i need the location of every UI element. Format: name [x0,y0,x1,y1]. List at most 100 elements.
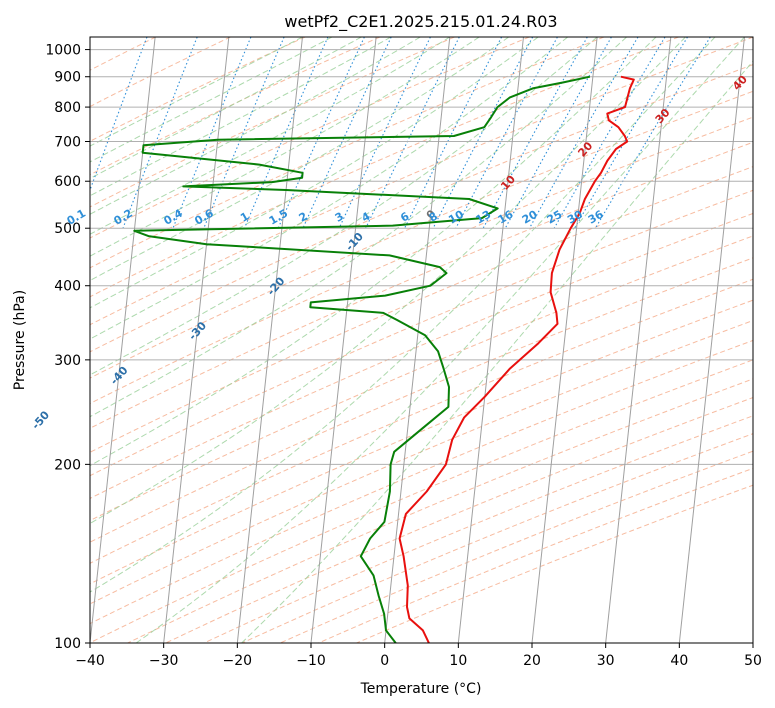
x-tick-label: 0 [380,653,389,669]
mixing-ratio-line [574,37,688,229]
mixing-ratio-line [90,37,148,192]
x-tick-label: 40 [670,653,688,669]
dry-adiabat-line [90,37,679,298]
dry-adiabat-line [90,90,753,379]
x-tick-label: 50 [744,653,762,669]
dry-adiabats [90,37,753,643]
isotherm-line [531,37,598,643]
dry-adiabat-line [90,64,753,353]
isotherm-line [457,37,524,643]
mixing-ratio-label: 0.2 [112,207,135,228]
dry-adiabat-line [90,299,753,585]
dry-adiabat-line [90,278,753,564]
dry-adiabat-line [165,397,753,643]
mixing-ratio-label: 13 [474,208,494,227]
dry-adiabat-line [90,37,306,142]
mixing-ratio-label: 25 [545,208,565,227]
x-tick-label: −20 [223,653,253,669]
mixing-ratio-label: 0.6 [192,207,216,228]
moist-adiabat-line [90,37,451,235]
moist-adiabat-line [241,60,753,643]
isotherm-label: 10 [498,172,518,192]
x-tick-label: 10 [449,653,467,669]
isotherm-label: -20 [265,274,288,298]
y-tick-label: 100 [54,636,81,652]
moist-adiabat-line [90,37,569,340]
dry-adiabat-line [356,484,753,643]
mixing-ratio-line [482,37,588,229]
isotherm-label: 40 [730,73,750,93]
y-axis-title: Pressure (hPa) [12,290,28,390]
dry-adiabat-line [90,37,753,326]
y-tick-label: 700 [54,134,81,150]
mixing-ratio-label: 2 [297,210,310,225]
mixing-ratio-line [595,37,711,229]
y-tick-label: 1000 [45,43,81,59]
x-tick-label: 30 [597,653,615,669]
isotherm-line [752,638,753,643]
y-tick-label: 200 [54,457,81,473]
temperature-profile-line [398,75,635,643]
mixing-ratio-label: 30 [565,208,585,227]
mixing-ratio-label: 16 [496,208,516,227]
dry-adiabat-line [90,141,753,429]
axis-ticks: −40 −30 −20 −10 0 10 20 30 40 5010009008007006005… [45,43,762,669]
dewpoint-profile-line [133,75,591,643]
moist-adiabat-line [90,37,716,593]
mixing-ratio-line [172,37,252,229]
x-tick-label: 20 [523,653,541,669]
moist-adiabat-line [135,37,745,643]
y-tick-label: 800 [54,100,81,116]
isotherm-line [384,37,451,643]
moist-adiabat-line [90,37,333,163]
y-tick-label: 300 [54,353,81,369]
x-axis-title: Temperature (°C) [360,681,482,697]
plot-frame [89,36,754,644]
mixing-ratio-label: 10 [446,208,466,227]
dry-adiabat-line [318,467,753,643]
moist-adiabat-line [90,37,509,282]
isotherm-line [163,37,230,643]
mixing-ratio-line [504,37,612,229]
y-tick-label: 600 [54,174,81,190]
mixing-ratio-lines [90,37,711,229]
y-tick-label: 500 [54,221,81,237]
y-tick-label: 400 [54,279,81,295]
isotherm-line [236,37,303,643]
mixing-ratio-line [432,37,534,229]
mixing-ratio-label: 6 [398,209,411,224]
dry-adiabat-line [90,116,753,405]
dry-adiabat-line [280,450,753,643]
dry-adiabat-line [90,359,753,643]
mixing-ratio-line [302,37,392,229]
mixing-ratio-label: 20 [520,208,540,227]
isotherm-label: -10 [343,230,366,254]
moist-adiabat-line [90,37,303,147]
isoline-labels: -100-90-80-70-60-50-40-30-20-10010203040… [29,73,750,432]
profile-lines [133,75,635,643]
mixing-ratio-line [404,37,503,229]
isotherm-label: -30 [186,319,209,343]
dry-adiabat-line [90,319,753,605]
isotherm-label: -50 [29,408,52,432]
mixing-ratio-line [122,37,198,229]
moist-adiabat-line [90,37,362,180]
moist-adiabat-line [90,37,657,467]
dry-adiabat-line [90,189,753,477]
chart-title: wetPf2_C2E1.2025.215.01.24.R03 [284,12,557,32]
moist-adiabat-line [90,37,539,309]
x-tick-label: −40 [75,653,105,669]
isotherm-line [0,37,8,643]
mixing-ratio-line [365,37,460,229]
isotherm-line [678,37,745,643]
isotherm-line [605,37,672,643]
isotherm-line [90,37,156,643]
moist-adiabat-line [90,37,686,525]
mixing-ratio-line [243,37,329,229]
dry-adiabat-line [90,339,753,625]
mixing-ratio-label: 0.4 [162,207,186,228]
mixing-ratio-line [338,37,431,229]
dry-adiabat-line [90,235,753,522]
x-tick-label: −10 [296,653,326,669]
